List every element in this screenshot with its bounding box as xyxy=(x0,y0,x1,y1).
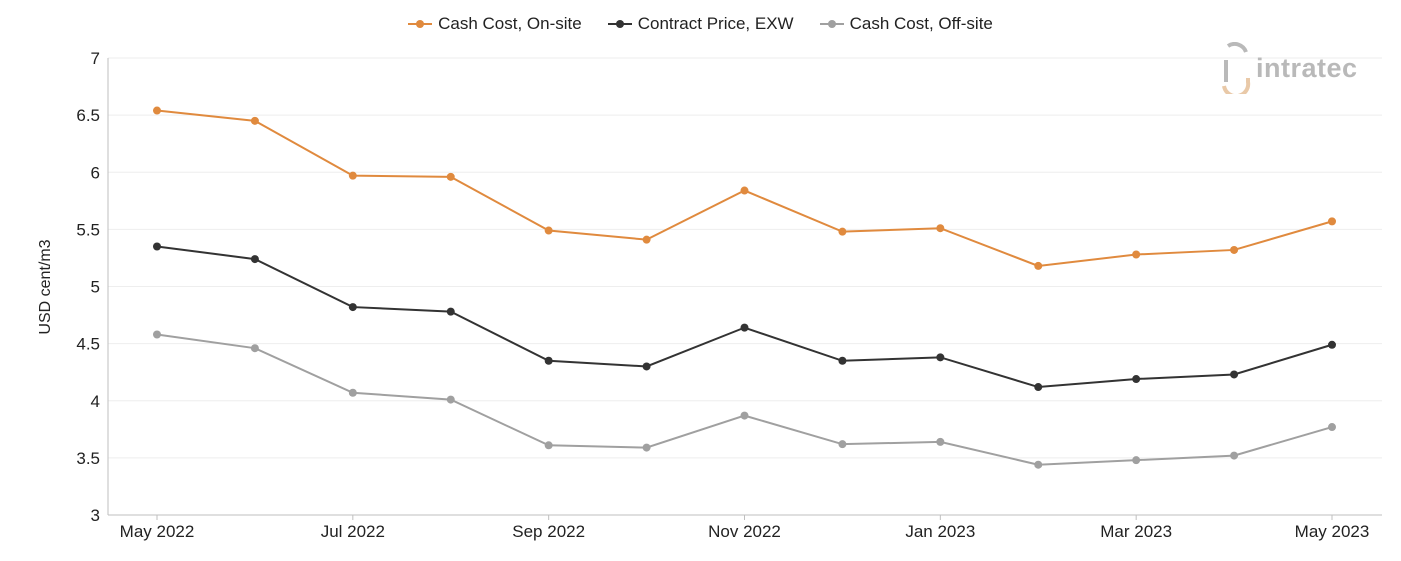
logo-text: intratec xyxy=(1256,52,1358,83)
data-point xyxy=(153,330,161,339)
data-point xyxy=(936,224,945,233)
data-point xyxy=(544,226,553,235)
series-lines xyxy=(153,106,1336,469)
data-point xyxy=(1034,383,1043,392)
series-1 xyxy=(153,106,1336,270)
x-tick-label: Jul 2022 xyxy=(321,522,385,541)
data-point xyxy=(544,356,553,365)
data-point xyxy=(1034,460,1043,469)
legend-item: Contract Price, EXW xyxy=(607,14,794,34)
gridlines xyxy=(108,57,1382,459)
data-point xyxy=(838,356,847,365)
data-point xyxy=(348,303,357,312)
data-point xyxy=(348,171,357,180)
y-tick-label: 4 xyxy=(91,392,100,411)
data-point xyxy=(740,411,749,420)
legend-label: Cash Cost, Off-site xyxy=(849,14,993,33)
data-point xyxy=(250,255,259,264)
y-tick-label: 3.5 xyxy=(76,449,100,468)
legend-swatch xyxy=(819,18,844,30)
x-tick-label: Mar 2023 xyxy=(1100,522,1172,541)
data-point xyxy=(1132,375,1141,384)
y-tick-label: 5.5 xyxy=(76,220,100,239)
series-3 xyxy=(153,330,1336,469)
y-tick-label: 5 xyxy=(91,278,100,297)
y-tick-label: 6 xyxy=(91,163,100,182)
x-tick-label: May 2023 xyxy=(1295,522,1370,541)
legend-dot xyxy=(827,20,836,28)
legend-label: Contract Price, EXW xyxy=(637,14,794,33)
y-tick-label: 4.5 xyxy=(76,335,100,354)
y-tick-labels: 3 3.5 4 4.5 5 5.5 6 6.5 7 xyxy=(76,49,100,525)
data-point xyxy=(740,186,749,195)
y-tick-label: 3 xyxy=(91,506,100,525)
y-tick-label: 7 xyxy=(91,49,100,68)
legend-dot xyxy=(416,20,425,28)
data-point xyxy=(936,353,945,362)
series-line xyxy=(156,333,1333,466)
legend-swatch xyxy=(607,18,632,30)
data-point xyxy=(153,242,161,251)
data-point xyxy=(1328,217,1336,226)
data-point xyxy=(642,235,651,244)
x-tick-label: May 2022 xyxy=(120,522,195,541)
data-point xyxy=(1230,370,1239,379)
data-point xyxy=(1034,261,1043,270)
data-point xyxy=(642,443,651,452)
logo-mark-icon xyxy=(1222,42,1251,94)
legend-label: Cash Cost, On-site xyxy=(438,14,582,33)
data-point xyxy=(1132,250,1141,259)
legend-item: Cash Cost, Off-site xyxy=(819,14,993,34)
y-axis-title: USD cent/m3 xyxy=(37,239,54,334)
data-point xyxy=(446,395,455,404)
data-point xyxy=(250,116,259,125)
x-tick-label: Jan 2023 xyxy=(905,522,975,541)
data-point xyxy=(250,344,259,353)
data-point xyxy=(1230,245,1239,254)
data-point xyxy=(1132,456,1141,465)
x-tick-label: Nov 2022 xyxy=(708,522,781,541)
data-point xyxy=(544,441,553,450)
data-point xyxy=(348,388,357,397)
intratec-logo: intratec xyxy=(1220,42,1358,94)
data-point xyxy=(642,362,651,371)
series-line xyxy=(156,245,1333,389)
legend-dot xyxy=(615,20,624,28)
data-point xyxy=(838,227,847,236)
data-point xyxy=(1328,423,1336,432)
data-point xyxy=(838,440,847,449)
data-point xyxy=(1230,451,1239,460)
data-point xyxy=(446,307,455,316)
chart-legend: Cash Cost, On-site Contract Price, EXW Cas… xyxy=(0,14,1401,34)
data-point xyxy=(936,437,945,446)
legend-item: Cash Cost, On-site xyxy=(408,14,582,34)
x-tick-label: Sep 2022 xyxy=(512,522,585,541)
y-tick-label: 6.5 xyxy=(76,106,100,125)
legend-swatch xyxy=(408,18,433,30)
data-point xyxy=(153,106,161,115)
data-point xyxy=(446,172,455,181)
series-2 xyxy=(153,242,1336,392)
x-tick-labels: May 2022 Jul 2022 Sep 2022 Nov 2022 Jan 2023… xyxy=(120,515,1370,541)
data-point xyxy=(1328,340,1336,349)
data-point xyxy=(740,323,749,332)
